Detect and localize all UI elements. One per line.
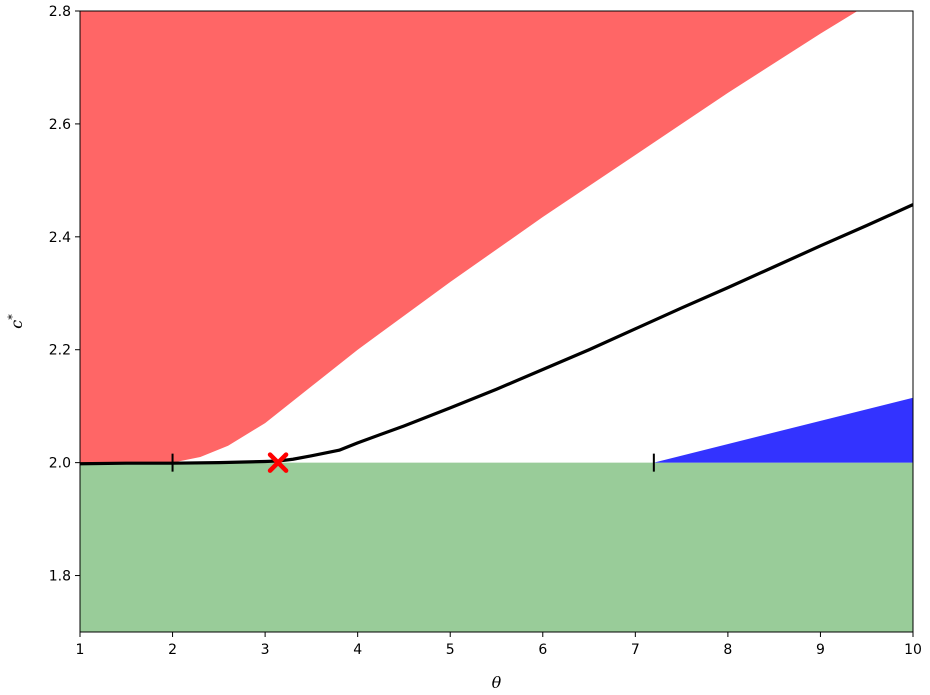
red-region	[80, 11, 858, 463]
y-tick-label: 2.8	[49, 4, 71, 20]
y-tick-label: 1.8	[49, 569, 71, 585]
series-line	[80, 203, 913, 466]
x-tick-label: 1	[76, 642, 85, 658]
markers-group	[171, 452, 655, 473]
x-axis-label: θ	[492, 673, 502, 692]
x-tick-label: 6	[538, 642, 547, 658]
regions-group	[80, 11, 913, 632]
x-tick-label: 8	[723, 642, 732, 658]
special-point-marker	[267, 452, 289, 473]
x-tick-label: 7	[631, 642, 640, 658]
special-point-stroke	[267, 452, 289, 473]
y-tick-label: 2.4	[49, 230, 71, 246]
y-axis-label: c*	[6, 314, 27, 329]
blue-region	[653, 397, 913, 463]
x-tick-label: 10	[904, 642, 922, 658]
green-region	[80, 462, 913, 632]
x-tick-label: 2	[168, 642, 177, 658]
x-tick-label: 3	[261, 642, 270, 658]
y-tick-label: 2.2	[49, 343, 71, 359]
curves-group	[80, 203, 913, 466]
y-axis-label-main: c	[7, 320, 26, 329]
y-tick-label: 2.0	[49, 456, 71, 472]
y-tick-label: 2.6	[49, 117, 71, 133]
x-tick-label: 5	[446, 642, 455, 658]
x-tick-label: 4	[353, 642, 362, 658]
plot-frame	[79, 10, 914, 633]
y-axis-label-superscript: *	[6, 314, 19, 320]
axes-group: 1 2 3 4 5 6 7 8 9 10 1.8 2.0 2.2 2.4 2.6 2.8	[49, 4, 922, 658]
x-tick-label: 9	[816, 642, 825, 658]
